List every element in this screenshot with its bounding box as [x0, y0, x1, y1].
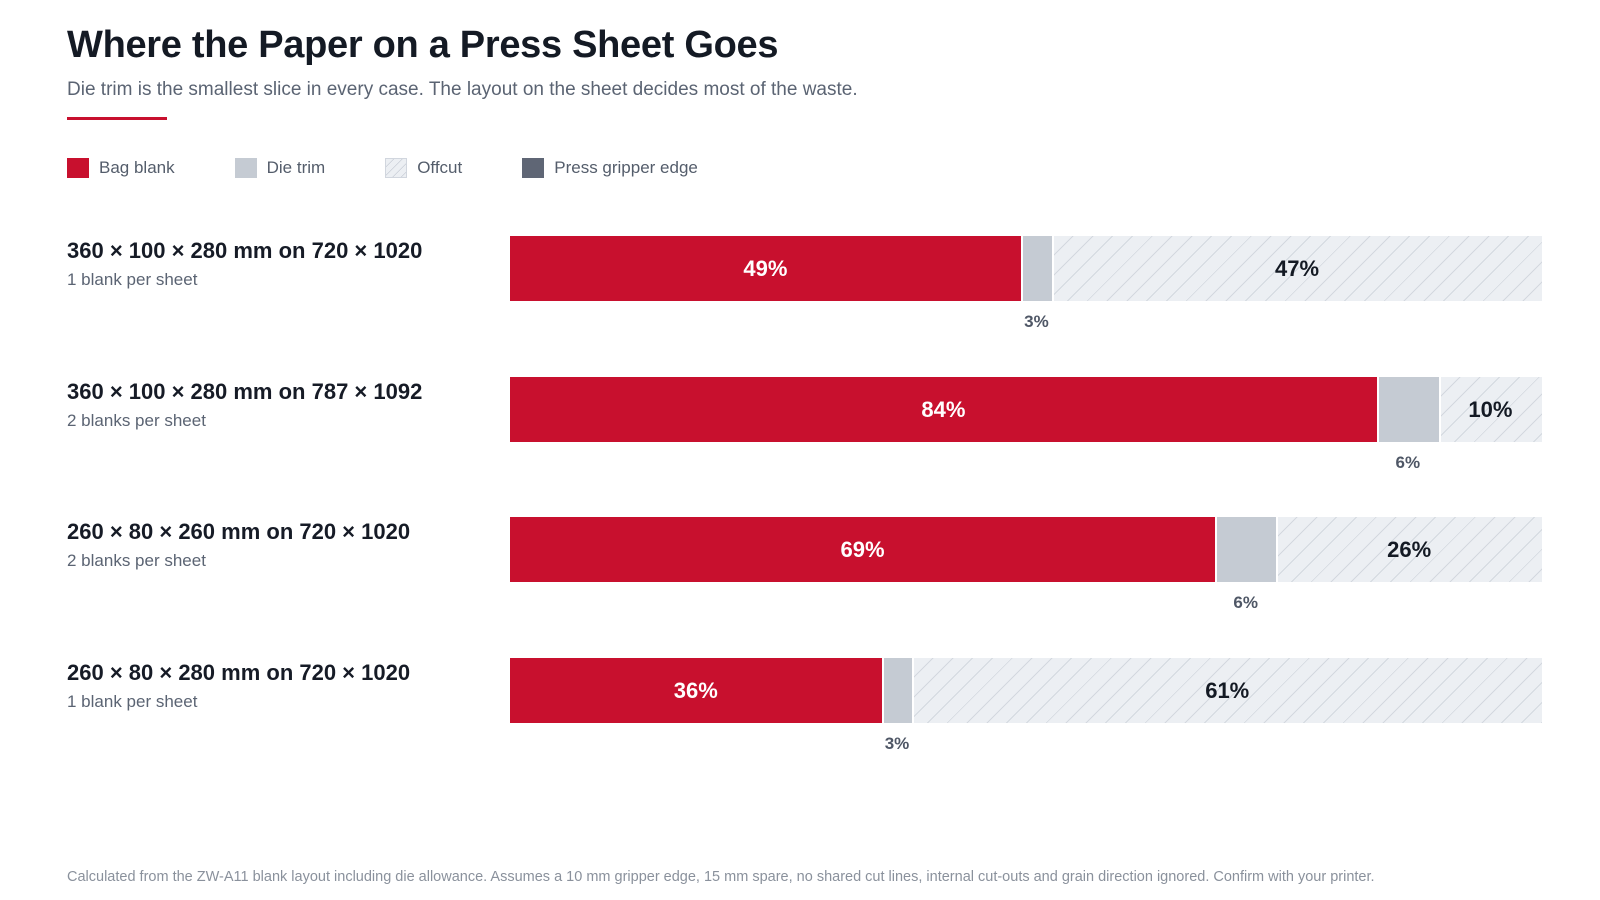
bar-segment-offcut	[912, 657, 1542, 723]
chart-legend: Bag blank Die trim Offcut Press gripper edg…	[67, 158, 758, 178]
data-label-bag-blank: 36%	[673, 677, 718, 703]
category-label: 260 × 80 × 260 mm on 720 × 1020	[67, 519, 411, 544]
data-label-die-trim: 6%	[1233, 593, 1258, 612]
bar-segment-die-trim	[1376, 376, 1439, 442]
data-label-die-trim: 3%	[884, 733, 910, 753]
legend-item-bag-blank: Bag blank	[67, 158, 175, 178]
row-label: 260 × 80 × 260 mm on 720 × 1020 2 blanks …	[67, 519, 410, 571]
chart-subtitle: Die trim is the smallest slice in every …	[67, 79, 858, 100]
bar-segment-offcut	[1052, 236, 1542, 301]
footnote: Calculated from the ZW-A11 blank layout …	[67, 869, 1375, 885]
bar-segment-offcut	[1276, 517, 1542, 582]
bar-segment-die-trim	[1215, 517, 1277, 582]
legend-swatch-die-trim	[234, 158, 257, 178]
category-subtitle: 2 blanks per sheet	[67, 551, 206, 570]
data-label-offcut: 47%	[1274, 256, 1320, 281]
row-label: 360 × 100 × 280 mm on 720 × 1020 1 blank …	[67, 238, 422, 290]
stacked-bar: 49% 47% 3%	[510, 236, 1542, 331]
bar-segment-bag-blank	[510, 376, 1377, 442]
chart-title: Where the Paper on a Press Sheet Goes	[67, 24, 779, 66]
legend-item-press-gripper-edge: Press gripper edge	[522, 158, 698, 178]
legend-label: Die trim	[266, 158, 326, 177]
legend-swatch-offcut	[385, 158, 408, 178]
row-label: 260 × 80 × 280 mm on 720 × 1020 1 blank p…	[67, 660, 410, 712]
accent-rule	[67, 117, 167, 120]
data-label-bag-blank: 49%	[743, 256, 788, 281]
category-subtitle: 1 blank per sheet	[67, 270, 198, 289]
stacked-bar: 36% 61% 3%	[510, 657, 1542, 753]
legend-item-offcut: Offcut	[385, 158, 462, 178]
bar-segment-die-trim	[881, 657, 913, 723]
legend-swatch-bag-blank	[67, 158, 89, 178]
legend-swatch-press-gripper-edge	[522, 158, 545, 178]
stacked-bar: 84% 10% 6%	[510, 376, 1542, 472]
bar-segment-die-trim	[1020, 236, 1053, 301]
data-label-die-trim: 3%	[1024, 312, 1049, 331]
legend-label: Bag blank	[99, 158, 175, 177]
stacked-bar: 69% 26% 6%	[510, 517, 1542, 612]
legend-label: Offcut	[417, 158, 463, 177]
data-label-die-trim: 6%	[1395, 452, 1421, 472]
bar-segment-bag-blank	[510, 236, 1021, 301]
category-subtitle: 2 blanks per sheet	[67, 410, 206, 430]
bar-segment-offcut	[1438, 376, 1542, 442]
data-label-offcut: 10%	[1468, 396, 1513, 422]
row-label: 360 × 100 × 280 mm on 787 × 1092 2 blanks…	[67, 379, 422, 431]
data-label-bag-blank: 69%	[840, 537, 885, 562]
data-label-offcut: 61%	[1205, 677, 1250, 703]
category-subtitle: 1 blank per sheet	[67, 691, 198, 711]
category-label: 260 × 80 × 280 mm on 720 × 1020	[67, 659, 411, 685]
bar-segment-bag-blank	[510, 657, 882, 723]
category-label: 360 × 100 × 280 mm on 720 × 1020	[67, 238, 423, 263]
legend-label: Press gripper edge	[554, 158, 698, 177]
data-label-offcut: 26%	[1387, 537, 1432, 562]
legend-item-die-trim: Die trim	[234, 158, 326, 178]
data-label-bag-blank: 84%	[921, 396, 966, 422]
category-label: 360 × 100 × 280 mm on 787 × 1092	[67, 378, 423, 404]
bar-segment-bag-blank	[510, 517, 1216, 582]
